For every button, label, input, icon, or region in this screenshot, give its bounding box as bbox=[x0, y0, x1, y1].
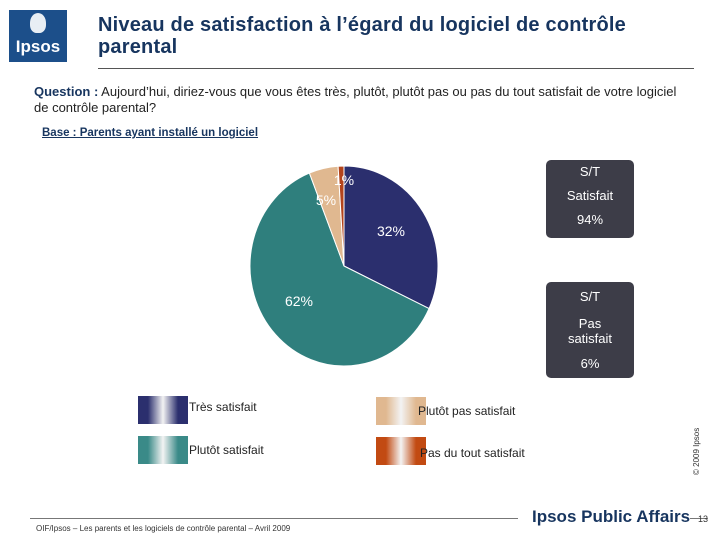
legend-swatch-plutot-satisfait bbox=[138, 436, 188, 464]
footer-divider-left bbox=[30, 518, 518, 519]
survey-question: Question : Aujourd’hui, diriez-vous que … bbox=[34, 84, 694, 116]
title-line-1: Niveau de satisfaction à l’égard du logi… bbox=[98, 14, 626, 36]
pie-label-2: 62% bbox=[285, 293, 313, 309]
pie-slice-4 bbox=[337, 165, 345, 267]
logo-text: Ipsos bbox=[15, 37, 61, 56]
pie-label-4: 1% bbox=[334, 172, 354, 188]
page-number: 13 bbox=[698, 514, 709, 524]
legend-label-plutot-satisfait: Plutôt satisfait bbox=[189, 443, 264, 457]
title-line-2: parental bbox=[98, 36, 178, 58]
ipsos-public-affairs-brand: Ipsos Public Affairs bbox=[532, 507, 691, 526]
legend-swatch-plutot-pas-satisfait bbox=[376, 397, 426, 425]
summary-satisfied-line1: S/T bbox=[579, 164, 601, 179]
pie-slice-1 bbox=[343, 165, 439, 310]
footer-source: OIF/Ipsos – Les parents et les logiciels… bbox=[36, 524, 291, 533]
legend-swatch-tres-satisfait bbox=[138, 396, 188, 424]
legend-swatch-pas-du-tout-satisfait bbox=[376, 437, 426, 465]
summary-satisfied-line2: Satisfait bbox=[566, 188, 614, 203]
legend-label-tres-satisfait: Très satisfait bbox=[189, 400, 257, 414]
legend-label-plutot-pas-satisfait: Plutôt pas satisfait bbox=[418, 404, 516, 418]
title-divider bbox=[98, 68, 694, 69]
legend-label-pas-du-tout-satisfait: Pas du tout satisfait bbox=[420, 446, 525, 460]
summary-satisfied-box: S/T Satisfait 94% bbox=[546, 160, 634, 238]
summary-not-satisfied-line3: satisfait bbox=[567, 331, 613, 346]
ipsos-logo: Ipsos bbox=[9, 10, 67, 62]
copyright-note: © 2009 Ipsos bbox=[692, 427, 701, 475]
summary-not-satisfied-value: 6% bbox=[580, 356, 600, 371]
question-text: Aujourd’hui, diriez-vous que vous êtes t… bbox=[34, 84, 677, 115]
summary-not-satisfied-box: S/T Pas satisfait 6% bbox=[546, 282, 634, 378]
summary-satisfied-value: 94% bbox=[576, 212, 604, 227]
base-note: Base : Parents ayant installé un logicie… bbox=[42, 127, 259, 139]
logo-head-icon bbox=[30, 13, 46, 33]
footer-divider-right bbox=[690, 518, 708, 519]
page-title: Niveau de satisfaction à l’égard du logi… bbox=[98, 14, 698, 58]
pie-slice-2 bbox=[249, 172, 430, 367]
pie-label-3: 5% bbox=[316, 192, 336, 208]
question-label: Question : bbox=[34, 84, 99, 99]
summary-not-satisfied-line1: S/T bbox=[579, 289, 601, 304]
pie-label-1: 32% bbox=[377, 223, 405, 239]
summary-not-satisfied-line2: Pas bbox=[578, 316, 602, 331]
